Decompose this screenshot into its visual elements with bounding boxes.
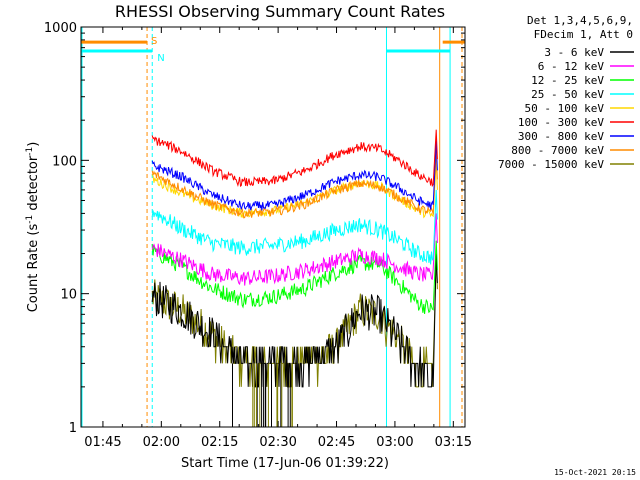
generation-timestamp: 15-Oct-2021 20:15 [554,468,636,477]
legend-entry-label: 100 - 300 keV [518,116,604,129]
series-line-2 [151,240,438,314]
legend-entry-label: 25 - 50 keV [531,88,604,101]
legend-entry-label: 6 - 12 keV [538,60,605,73]
series-line-0 [151,253,438,388]
y-axis-title-part3: ) [26,142,41,147]
x-tick-label: 02:45 [318,435,355,450]
night-flag-label: N [157,53,164,64]
series-line-6 [151,140,438,211]
y-tick-label: 1000 [44,21,77,36]
y-tick-label: 1 [69,421,77,436]
series-line-1 [151,213,438,286]
legend: Det 1,3,4,5,6,9, FDecim 1, Att 0 3 - 6 k… [498,14,634,171]
legend-header-detectors: Det 1,3,4,5,6,9, [527,14,633,27]
x-tick-label: 03:00 [376,435,413,450]
y-axis-title-sup1: -1 [25,215,35,224]
series-layer [151,129,438,427]
x-tick-label: 02:15 [201,435,238,450]
y-tick-label: 100 [52,154,77,169]
series-line-7 [151,149,438,219]
legend-entry-label: 50 - 100 keV [525,102,605,115]
legend-entry-label: 7000 - 15000 keV [498,158,604,171]
y-axis-title: Count Rate (s-1 detector-1) [25,142,41,313]
x-tick-label: 01:45 [84,435,121,450]
legend-entry-label: 12 - 25 keV [531,74,604,87]
y-axis-title-part1: Count Rate (s [26,224,41,313]
x-tick-label: 02:30 [259,435,296,450]
y-axis-title-sup2: -1 [25,147,35,156]
y-axis-title-part2: detector [26,155,41,215]
x-axis: 01:45 02:00 02:15 02:30 02:45 03:00 03:15 [84,27,472,450]
series-line-3 [151,189,438,265]
x-tick-label: 03:15 [435,435,472,450]
plot-frame [80,26,466,428]
y-tick-label: 10 [60,288,77,303]
legend-entry-label: 300 - 800 keV [518,130,604,143]
legend-entry-label: 3 - 6 keV [544,46,604,59]
x-axis-title: Start Time (17-Jun-06 01:39:22) [181,456,389,471]
saa-flag-label: S [151,36,157,47]
y-axis: 1 10 100 1000 [44,21,465,436]
legend-entry-label: 800 - 7000 keV [511,144,604,157]
x-tick-label: 02:00 [143,435,180,450]
flag-layer: SN [81,27,465,427]
legend-header-decim: FDecim 1, Att 0 [534,28,633,41]
series-line-5 [151,129,438,188]
chart-title: RHESSI Observing Summary Count Rates [115,2,445,21]
